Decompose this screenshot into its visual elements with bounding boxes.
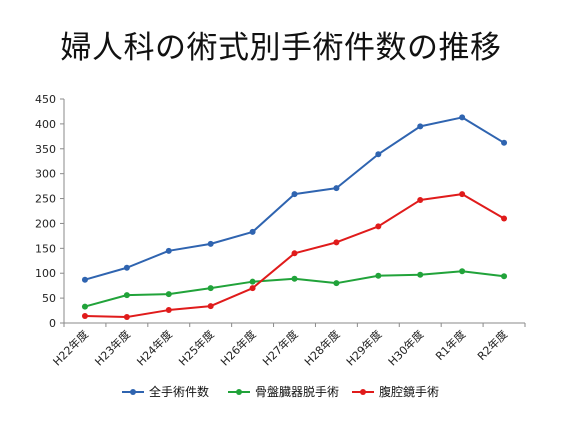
x-tick-label: H29年度: [343, 327, 384, 368]
data-point: [333, 239, 340, 246]
y-tick-label: 450: [35, 93, 56, 106]
legend-swatch-marker: [360, 389, 366, 395]
data-point: [375, 272, 382, 279]
legend-item: 腹腔鏡手術: [352, 384, 439, 399]
data-point: [375, 223, 382, 230]
data-point: [501, 215, 508, 222]
x-tick-label: R1年度: [432, 327, 468, 363]
legend: 全手術件数 骨盤臓器脱手術 腹腔鏡手術: [122, 384, 439, 399]
data-point: [207, 285, 214, 292]
series-3: [81, 191, 508, 321]
data-point: [291, 191, 298, 198]
data-point: [165, 291, 172, 298]
legend-swatch-marker: [130, 389, 136, 395]
y-tick-label: 350: [35, 143, 56, 156]
data-point: [249, 285, 256, 292]
y-tick-label: 400: [35, 118, 56, 131]
data-point: [249, 278, 256, 285]
y-tick-label: 50: [42, 292, 56, 305]
x-tick-label: R2年度: [474, 327, 510, 363]
data-point: [417, 271, 424, 278]
data-point: [165, 307, 172, 314]
legend-label: 骨盤臓器脱手術: [255, 384, 339, 399]
data-point: [417, 123, 424, 130]
y-tick-label: 0: [49, 317, 56, 330]
legend-item: 全手術件数: [122, 384, 209, 399]
data-point: [501, 139, 508, 146]
data-point: [249, 228, 256, 235]
x-tick-label: H25年度: [176, 327, 217, 368]
x-tick-label: H27年度: [259, 327, 300, 368]
data-point: [207, 240, 214, 247]
data-point: [459, 191, 466, 198]
data-point: [81, 303, 88, 310]
y-tick-label: 250: [35, 193, 56, 206]
data-point: [81, 276, 88, 283]
x-tick-label: H30年度: [385, 327, 426, 368]
legend-label: 全手術件数: [149, 384, 209, 399]
x-tick-labels: H22年度 H23年度 H24年度 H25年度 H26年度 H27年度 H28年度 H29年度…: [50, 327, 510, 368]
data-point: [291, 275, 298, 282]
data-point: [291, 250, 298, 257]
data-point: [123, 292, 130, 299]
series-1: [81, 114, 508, 283]
data-point: [81, 313, 88, 320]
data-point: [123, 264, 130, 271]
legend-item: 骨盤臓器脱手術: [228, 384, 339, 399]
x-tick-label: H22年度: [50, 327, 91, 368]
x-tick-label: H26年度: [218, 327, 259, 368]
data-point: [459, 114, 466, 121]
data-point: [459, 268, 466, 275]
data-point: [333, 280, 340, 287]
y-tick-label: 300: [35, 168, 56, 181]
series-2: [81, 268, 508, 310]
legend-label: 腹腔鏡手術: [379, 384, 439, 399]
y-tick-label: 100: [35, 267, 56, 280]
data-point: [375, 151, 382, 158]
y-tick-label: 150: [35, 242, 56, 255]
y-tick-label: 200: [35, 217, 56, 230]
series-layer: [81, 114, 508, 321]
data-point: [333, 185, 340, 192]
x-tick-label: H24年度: [134, 327, 175, 368]
data-point: [123, 314, 130, 321]
data-point: [501, 273, 508, 280]
data-point: [165, 247, 172, 254]
chart-title: 婦人科の術式別手術件数の推移: [60, 30, 502, 66]
legend-swatch-marker: [236, 389, 242, 395]
x-tick-label: H23年度: [92, 327, 133, 368]
y-tick-labels: 0 50 100 150 200 250 300 350 400 450: [35, 93, 56, 330]
data-point: [417, 197, 424, 204]
axes: [60, 98, 526, 327]
data-point: [207, 303, 214, 310]
x-tick-label: H28年度: [301, 327, 342, 368]
